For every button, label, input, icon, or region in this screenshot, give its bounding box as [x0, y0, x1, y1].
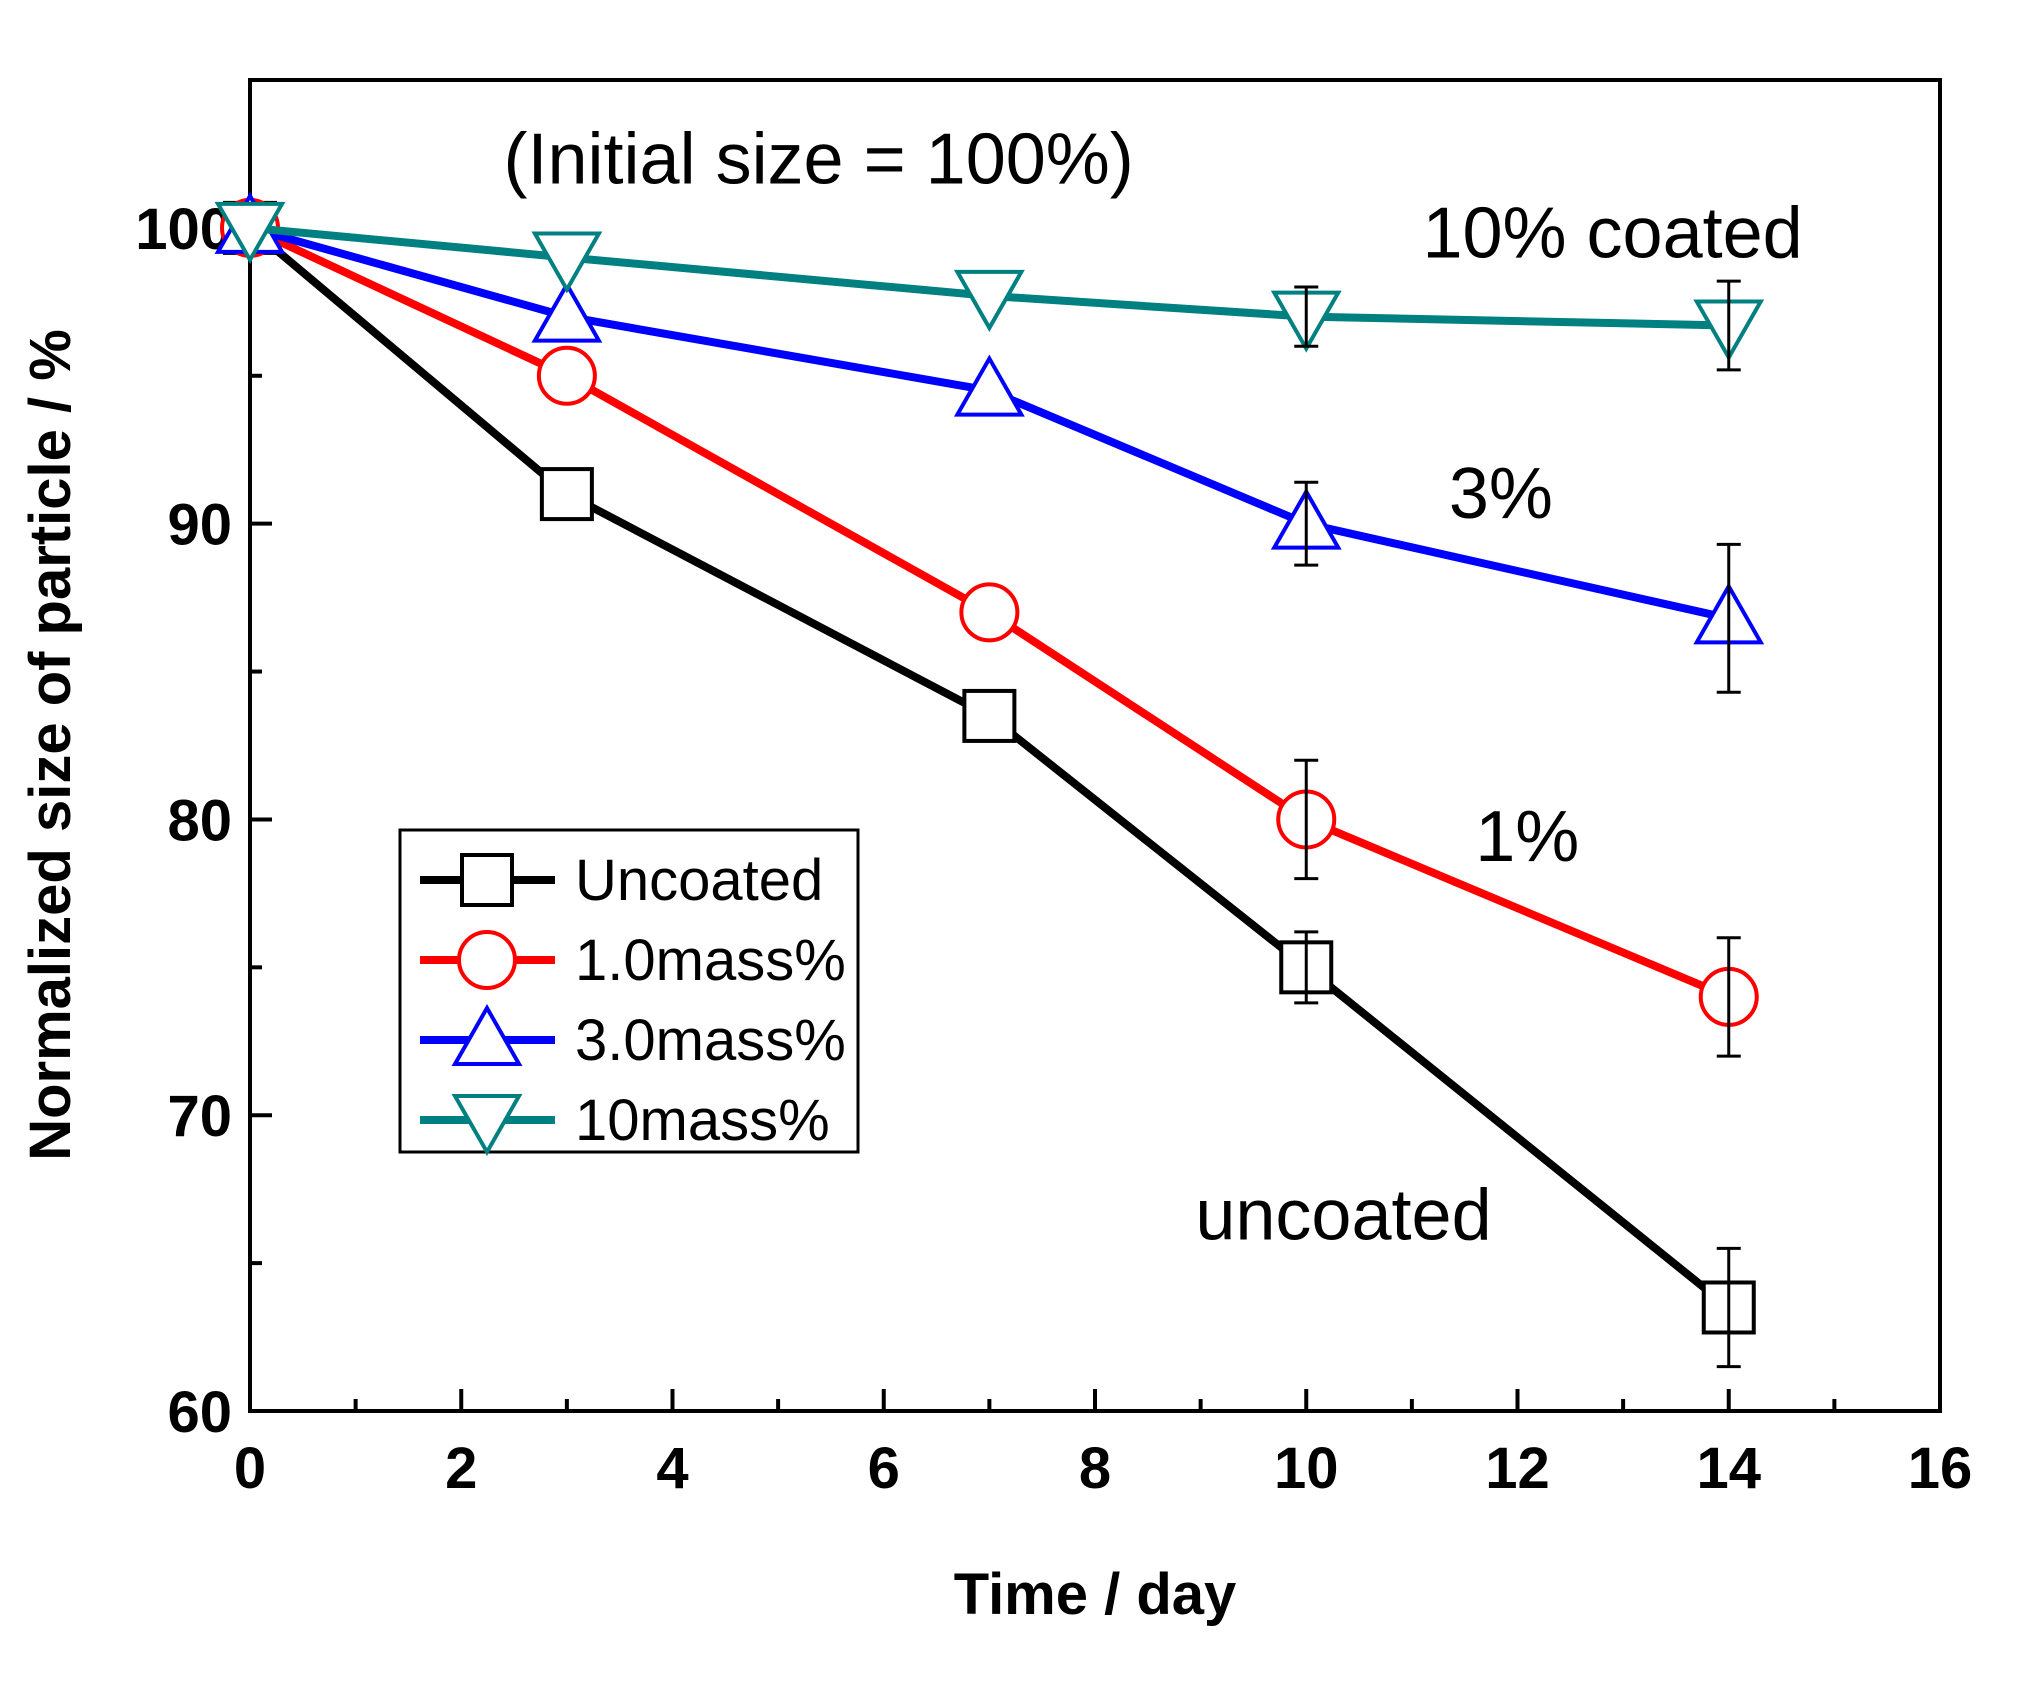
error-bars-3.0mass%: [1294, 480, 1741, 694]
error-bars-1.0mass%: [1294, 758, 1741, 1058]
annotation: (Initial size = 100%): [504, 120, 1134, 200]
series-marker: [531, 231, 603, 294]
series-marker: [460, 853, 514, 907]
y-tick-label: 80: [167, 788, 232, 853]
y-tick-label: 90: [167, 493, 232, 558]
series-marker: [531, 280, 603, 343]
annotation: 3%: [1449, 454, 1553, 534]
legend-label: Uncoated: [575, 848, 823, 913]
y-tick-label: 100: [135, 197, 232, 262]
x-axis-title: Time / day: [954, 1562, 1237, 1627]
series-marker: [959, 582, 1020, 643]
series-marker: [962, 688, 1017, 743]
axis-ticks: [248, 78, 1942, 1413]
x-tick-label: 6: [868, 1436, 900, 1501]
legend-label: 10mass%: [575, 1088, 830, 1153]
annotation: 1%: [1475, 797, 1579, 877]
legend-label: 3.0mass%: [575, 1008, 846, 1073]
x-tick-label: 16: [1908, 1436, 1973, 1501]
legend-label: 1.0mass%: [575, 928, 846, 993]
series-marker: [536, 345, 597, 406]
x-tick-label: 12: [1485, 1436, 1550, 1501]
y-axis-title: Normalized size of particle / %: [18, 329, 83, 1161]
axis-tick-labels: 0 2 4 6 8 10 12 14 16 60 70 80 90 100: [135, 197, 1972, 1501]
error-bars-10mass%: [1294, 279, 1741, 372]
error-bars-Uncoated: [1294, 930, 1741, 1369]
x-tick-label: 0: [234, 1436, 266, 1501]
series-marker: [451, 1094, 523, 1157]
series-marker: [214, 201, 286, 264]
annotation: uncoated: [1195, 1175, 1491, 1255]
series-marker: [953, 269, 1025, 332]
legend: Uncoated 1.0mass% 3.0mass% 10mass%: [398, 828, 860, 1157]
x-tick-label: 4: [656, 1436, 688, 1501]
x-tick-label: 10: [1274, 1436, 1339, 1501]
series-layer: [214, 191, 1765, 1369]
series-marker: [953, 354, 1025, 417]
series-marker: [457, 930, 517, 990]
annotations: (Initial size = 100%) 10% coated 3% 1% uncoa…: [504, 120, 1803, 1256]
x-tick-label: 14: [1696, 1436, 1761, 1501]
series-marker: [539, 467, 594, 522]
x-tick-label: 8: [1079, 1436, 1111, 1501]
series-marker: [451, 1003, 523, 1066]
plot-frame: [248, 78, 1942, 1413]
x-tick-label: 2: [445, 1436, 477, 1501]
annotation: 10% coated: [1422, 193, 1802, 273]
y-tick-label: 70: [167, 1084, 232, 1149]
y-tick-label: 60: [167, 1380, 232, 1445]
